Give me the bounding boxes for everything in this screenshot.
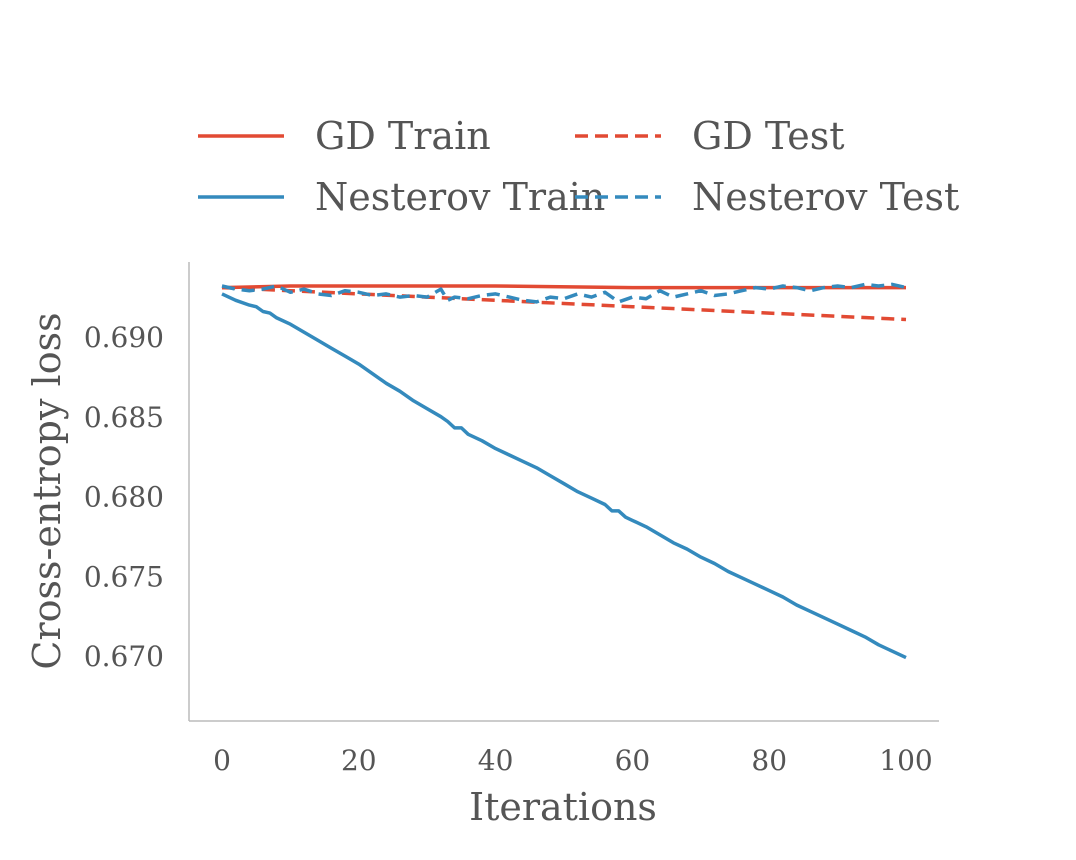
y-tick-label: 0.690: [84, 321, 164, 354]
legend-label: Nesterov Train: [315, 175, 605, 219]
legend-item-nesterov-train: Nesterov Train: [198, 175, 605, 219]
series-line-nesterov-train: [221, 292, 907, 660]
legend-item-gd-train: GD Train: [198, 114, 491, 158]
y-tick-labels: 0.690 0.685 0.680 0.675 0.670: [84, 321, 164, 673]
y-tick-label: 0.675: [84, 560, 164, 593]
series-line-nesterov-test: [221, 282, 907, 304]
x-tick-labels: 0 20 40 60 80 100: [213, 744, 933, 777]
y-tick-label: 0.685: [84, 401, 164, 434]
x-axis-title: Iterations: [469, 785, 657, 829]
legend-label: GD Test: [692, 114, 845, 158]
y-axis-title: Cross-entropy loss: [25, 312, 69, 669]
x-tick-label: 40: [478, 744, 514, 777]
series-layer: [221, 282, 907, 660]
chart-legend: GD Train Nesterov Train GD Test Nesterov Te…: [198, 114, 959, 219]
legend-item-gd-test: GD Test: [575, 114, 845, 158]
series-line-gd-train: [221, 284, 906, 290]
x-tick-label: 80: [751, 744, 787, 777]
y-tick-label: 0.670: [84, 640, 164, 673]
y-tick-label: 0.680: [84, 481, 164, 514]
x-tick-label: 20: [341, 744, 377, 777]
x-tick-label: 0: [213, 744, 231, 777]
series-line-gd-test: [221, 285, 907, 322]
x-tick-label: 60: [615, 744, 651, 777]
legend-label: GD Train: [315, 114, 491, 158]
x-tick-label: 100: [879, 744, 932, 777]
legend-item-nesterov-test: Nesterov Test: [575, 175, 959, 219]
legend-label: Nesterov Test: [692, 175, 959, 219]
plot-area: 0 20 40 60 80 100 0.690 0.685 0.680 0.675 0.670: [84, 262, 939, 777]
